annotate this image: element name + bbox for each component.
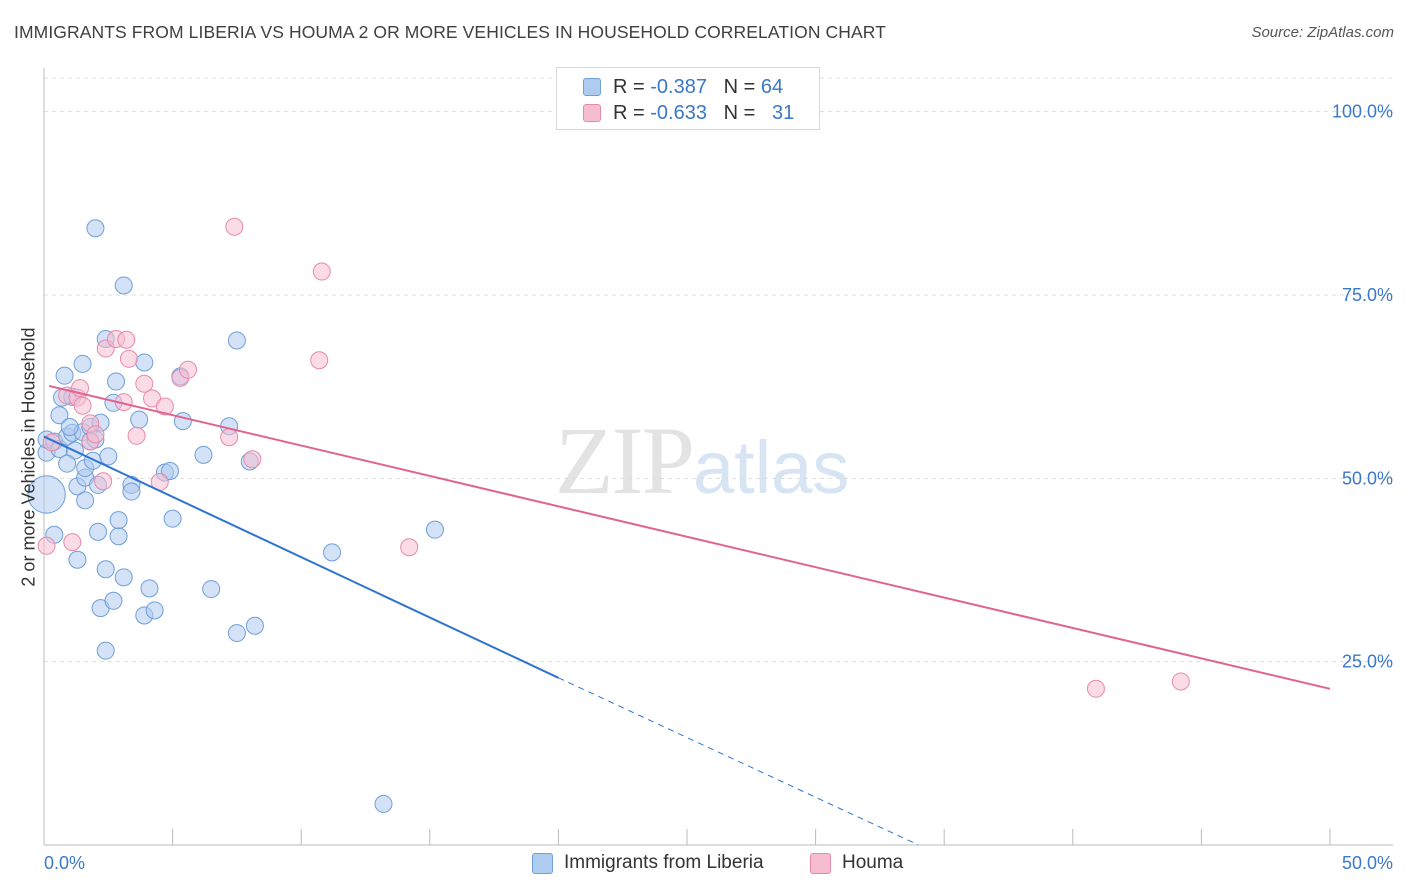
data-point <box>400 538 419 557</box>
data-point <box>127 426 146 445</box>
data-point <box>155 397 174 416</box>
legend-n-label: N = <box>723 102 756 124</box>
data-point <box>243 450 262 469</box>
data-point <box>323 543 342 562</box>
data-point <box>245 616 264 635</box>
data-point <box>140 579 159 598</box>
trend-line-houma <box>48 384 1331 690</box>
legend-r-value: -0.387 <box>650 76 707 98</box>
data-point <box>55 366 74 385</box>
data-point <box>220 428 239 447</box>
data-point <box>89 522 108 541</box>
watermark-atlas: atlas <box>693 426 850 509</box>
data-point <box>225 217 244 236</box>
data-point <box>83 451 102 470</box>
data-point <box>130 410 149 429</box>
data-point <box>163 509 182 528</box>
x-tick-label: 0.0% <box>44 853 85 873</box>
data-point <box>68 550 87 569</box>
data-point <box>114 276 133 295</box>
data-point <box>1171 672 1190 691</box>
watermark-zip: ZIP <box>555 407 695 514</box>
data-point <box>135 353 154 372</box>
data-point <box>86 425 105 444</box>
trend-line-liberia <box>43 435 559 679</box>
data-point <box>94 472 113 491</box>
data-point <box>119 349 138 368</box>
data-point <box>96 560 115 579</box>
data-point <box>60 418 79 436</box>
legend-swatch-pink <box>583 104 601 122</box>
legend-n-value: 64 <box>760 76 784 98</box>
y-tick-label: 25.0% <box>1342 652 1393 672</box>
data-point <box>109 527 128 546</box>
data-point <box>161 462 180 480</box>
data-point <box>202 580 221 599</box>
legend-label: Houma <box>842 852 904 873</box>
series-liberia <box>27 219 444 813</box>
data-point <box>58 454 77 473</box>
data-point <box>73 396 92 415</box>
legend-n-value: 31 <box>772 102 795 124</box>
data-point <box>310 351 329 370</box>
legend-r-label: R = <box>613 102 645 124</box>
data-point <box>135 374 154 393</box>
data-point <box>99 447 118 466</box>
data-point <box>374 794 393 813</box>
watermark: ZIPatlas <box>555 405 849 516</box>
legend-n-label: N = <box>723 76 756 98</box>
correlation-legend: R = -0.387 N = 64 R = -0.633 N = 31 <box>556 67 820 130</box>
data-point <box>194 445 213 464</box>
data-point <box>37 536 56 555</box>
data-point <box>86 219 105 238</box>
chart-title: IMMIGRANTS FROM LIBERIA VS HOUMA 2 OR MO… <box>14 22 886 42</box>
data-point <box>143 389 162 408</box>
legend-swatch-pink <box>810 853 831 874</box>
legend-swatch-blue <box>532 853 553 874</box>
data-point <box>63 533 82 552</box>
data-point <box>425 520 444 539</box>
data-point <box>27 475 66 514</box>
data-point <box>1086 679 1105 698</box>
data-point <box>117 330 136 349</box>
data-point <box>312 262 331 281</box>
trend-line-liberia-extension <box>558 677 919 846</box>
y-tick-label: 50.0% <box>1342 468 1393 488</box>
y-axis-title: 2 or more Vehicles in Household <box>18 327 39 587</box>
data-point <box>145 601 164 620</box>
data-point <box>114 568 133 587</box>
y-tick-label: 75.0% <box>1342 285 1393 305</box>
data-point <box>227 331 246 350</box>
data-point <box>122 482 141 501</box>
data-point <box>109 511 128 530</box>
data-point <box>179 360 198 379</box>
data-point <box>96 641 115 660</box>
data-point <box>107 372 126 391</box>
y-tick-label: 100.0% <box>1332 102 1393 122</box>
data-point <box>104 591 123 610</box>
data-point <box>76 491 95 510</box>
legend-label: Immigrants from Liberia <box>564 852 764 873</box>
legend-r-value: -0.633 <box>650 102 707 124</box>
legend-swatch-blue <box>583 78 601 96</box>
data-point <box>73 354 92 373</box>
source-label: Source: ZipAtlas.com <box>1251 24 1394 41</box>
data-point <box>227 624 246 643</box>
data-point <box>50 406 69 425</box>
x-tick-label: 50.0% <box>1342 853 1393 873</box>
legend-r-label: R = <box>613 76 645 98</box>
